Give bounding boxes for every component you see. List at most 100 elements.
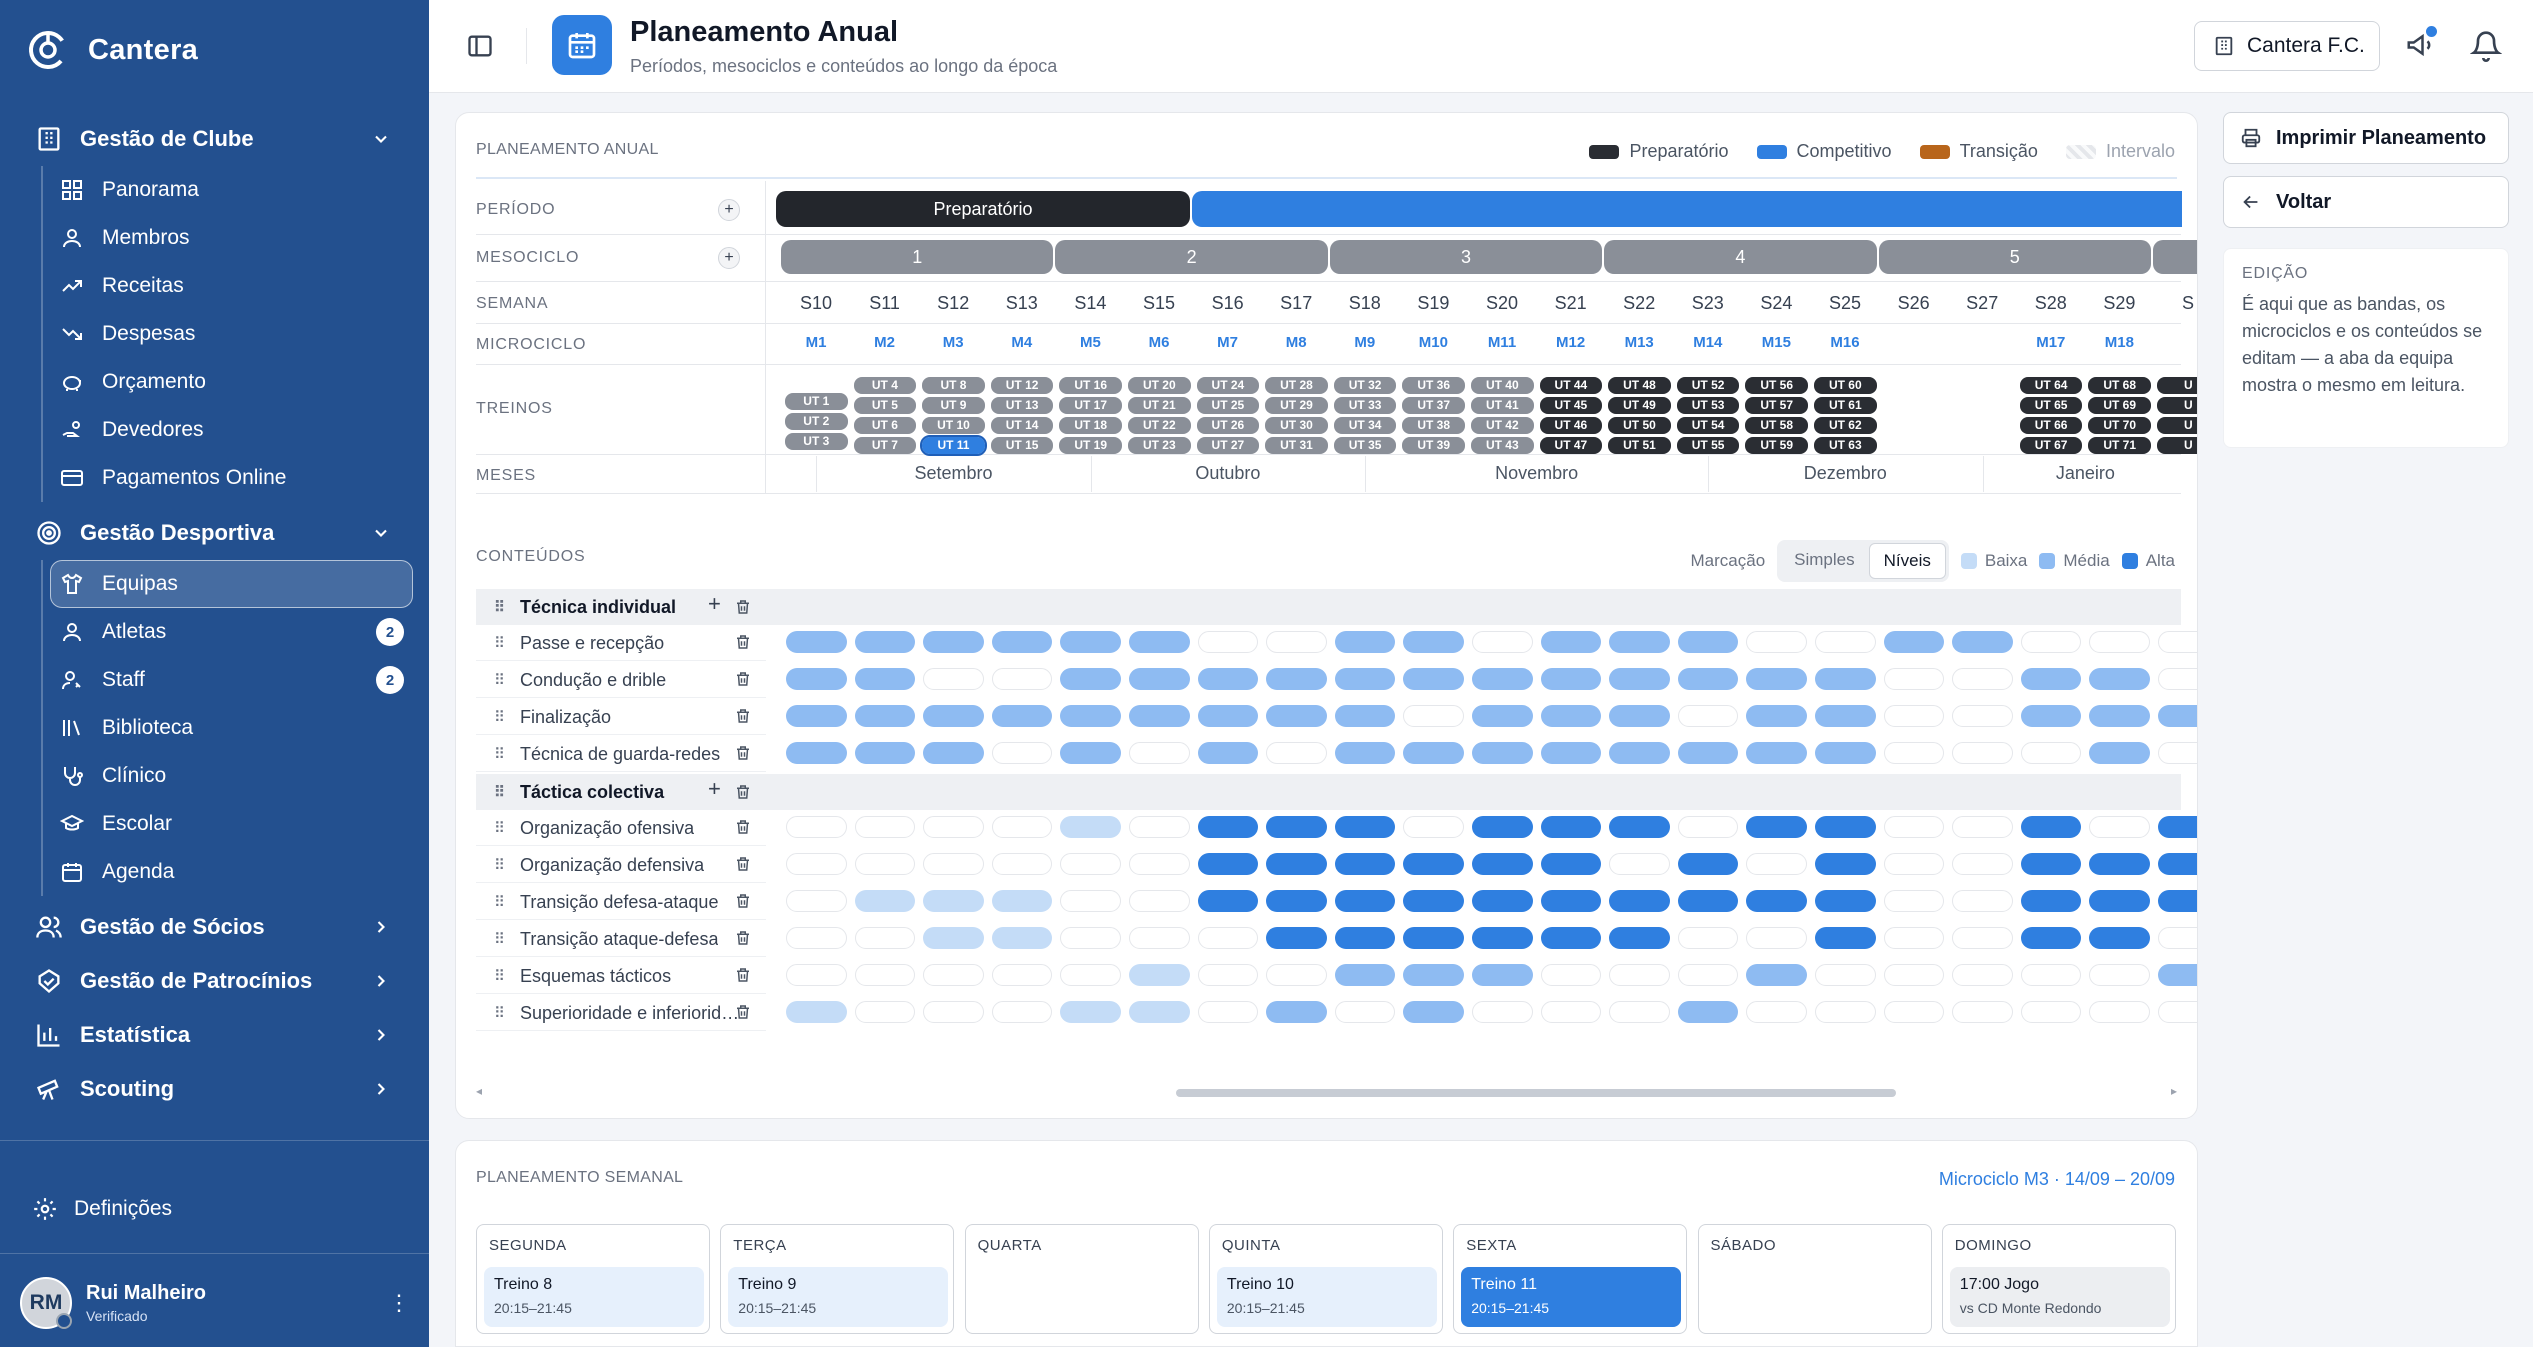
- content-cell[interactable]: [1129, 1001, 1190, 1023]
- training-unit-chip[interactable]: UT 10: [922, 417, 985, 434]
- training-unit-chip[interactable]: UT 32: [1333, 377, 1397, 394]
- content-cell[interactable]: [2020, 964, 2082, 986]
- content-cell[interactable]: [854, 631, 916, 653]
- content-cell[interactable]: [1334, 705, 1396, 727]
- content-cell[interactable]: [1334, 1001, 1396, 1023]
- content-cell[interactable]: [1609, 631, 1670, 653]
- training-unit-chip[interactable]: UT 13: [990, 397, 1054, 414]
- microcycle-label[interactable]: M8: [1285, 334, 1307, 351]
- sidebar-item-orcamento[interactable]: Orçamento: [43, 358, 429, 406]
- content-cell[interactable]: [786, 631, 847, 653]
- content-cell[interactable]: [923, 631, 984, 653]
- content-cell[interactable]: [1609, 705, 1670, 727]
- content-cell[interactable]: [1952, 1001, 2013, 1023]
- content-cell[interactable]: [1883, 742, 1945, 764]
- day-column[interactable]: SEXTA Treino 11 20:15–21:45: [1453, 1224, 1688, 1334]
- content-cell[interactable]: [1472, 927, 1533, 949]
- training-unit-chip[interactable]: UT 64: [2019, 377, 2083, 394]
- content-cell[interactable]: [1540, 631, 1602, 653]
- microcycle-label[interactable]: M6: [1148, 334, 1170, 351]
- training-unit-chip[interactable]: UT 4: [853, 377, 917, 394]
- training-unit-chip[interactable]: U: [2157, 397, 2197, 414]
- day-column[interactable]: DOMINGO 17:00 Jogo vs CD Monte Redondo: [1941, 1224, 2176, 1334]
- content-cell[interactable]: [2089, 927, 2150, 949]
- content-cell[interactable]: [1403, 890, 1464, 912]
- add-content-button[interactable]: +: [708, 591, 721, 616]
- drag-handle-icon[interactable]: ⠿: [494, 634, 505, 652]
- content-cell[interactable]: [786, 853, 847, 875]
- trash-icon[interactable]: [734, 598, 752, 618]
- training-unit-chip[interactable]: U: [2157, 437, 2197, 454]
- content-cell[interactable]: [1677, 964, 1739, 986]
- sidebar-item-staff[interactable]: Staff 2: [43, 656, 429, 704]
- content-cell[interactable]: [1266, 853, 1327, 875]
- training-unit-chip[interactable]: UT 9: [922, 397, 985, 414]
- content-cell[interactable]: [923, 742, 984, 764]
- add-period-button[interactable]: +: [718, 199, 740, 221]
- content-cell[interactable]: [2158, 816, 2197, 838]
- training-unit-chip[interactable]: UT 2: [785, 413, 848, 430]
- training-unit-chip[interactable]: UT 67: [2019, 437, 2083, 454]
- calendar-event[interactable]: Treino 9 20:15–21:45: [728, 1267, 949, 1327]
- calendar-event[interactable]: 17:00 Jogo vs CD Monte Redondo: [1949, 1267, 2170, 1327]
- drag-handle-icon[interactable]: ⠿: [494, 893, 505, 911]
- content-cell[interactable]: [1403, 631, 1464, 653]
- content-cell[interactable]: [786, 964, 847, 986]
- content-cell[interactable]: [1609, 816, 1670, 838]
- training-unit-chip[interactable]: UT 19: [1059, 437, 1122, 454]
- content-cell[interactable]: [1746, 853, 1807, 875]
- content-cell[interactable]: [2158, 705, 2197, 727]
- content-cell[interactable]: [991, 890, 1053, 912]
- content-cell[interactable]: [1815, 705, 1876, 727]
- calendar-event[interactable]: Treino 11 20:15–21:45: [1461, 1267, 1682, 1327]
- add-content-button[interactable]: +: [708, 776, 721, 801]
- microcycle-label[interactable]: M17: [2036, 334, 2066, 351]
- training-unit-chip[interactable]: UT 15: [990, 437, 1054, 454]
- content-cell[interactable]: [1197, 853, 1259, 875]
- content-item-label[interactable]: ⠿ Esquemas tácticos: [476, 958, 766, 994]
- nav-section-gestao-patrocinios[interactable]: Gestão de Patrocínios: [0, 954, 429, 1008]
- content-cell[interactable]: [1403, 742, 1464, 764]
- training-unit-chip[interactable]: UT 68: [2088, 377, 2151, 394]
- sidebar-toggle-icon[interactable]: [466, 32, 494, 60]
- microcycle-link[interactable]: Microciclo M3 · 14/09 – 20/09: [1938, 1169, 2175, 1189]
- training-unit-chip[interactable]: UT 49: [1608, 397, 1671, 414]
- content-cell[interactable]: [991, 742, 1053, 764]
- content-cell[interactable]: [1746, 890, 1807, 912]
- day-column[interactable]: SEGUNDA Treino 8 20:15–21:45: [476, 1224, 710, 1334]
- content-cell[interactable]: [1815, 816, 1876, 838]
- content-cell[interactable]: [1197, 890, 1259, 912]
- sidebar-item-clinico[interactable]: Clínico: [43, 752, 429, 800]
- content-cell[interactable]: [1746, 927, 1807, 949]
- training-unit-chip[interactable]: UT 23: [1128, 437, 1191, 454]
- content-cell[interactable]: [2020, 853, 2082, 875]
- training-unit-chip[interactable]: UT 59: [1745, 437, 1808, 454]
- mesocycle-band[interactable]: 4: [1604, 240, 1877, 274]
- training-unit-chip[interactable]: UT 25: [1196, 397, 1260, 414]
- training-unit-chip[interactable]: UT 40: [1471, 377, 1534, 394]
- content-cell[interactable]: [1334, 890, 1396, 912]
- training-unit-chip[interactable]: UT 35: [1333, 437, 1397, 454]
- training-unit-chip[interactable]: UT 16: [1059, 377, 1122, 394]
- content-cell[interactable]: [2020, 890, 2082, 912]
- content-group-label[interactable]: ⠿ Táctica colectiva: [476, 774, 664, 810]
- training-unit-chip[interactable]: UT 20: [1128, 377, 1191, 394]
- content-cell[interactable]: [2158, 853, 2197, 875]
- content-cell[interactable]: [1746, 816, 1807, 838]
- announcements-button[interactable]: [2405, 26, 2437, 62]
- content-cell[interactable]: [1266, 890, 1327, 912]
- content-cell[interactable]: [1952, 816, 2013, 838]
- training-unit-chip[interactable]: UT 70: [2088, 417, 2151, 434]
- content-cell[interactable]: [1540, 816, 1602, 838]
- training-unit-chip[interactable]: UT 50: [1608, 417, 1671, 434]
- content-cell[interactable]: [1266, 631, 1327, 653]
- sidebar-item-despesas[interactable]: Despesas: [43, 310, 429, 358]
- more-options-icon[interactable]: ⋮: [388, 1290, 410, 1315]
- microcycle-label[interactable]: M18: [2104, 334, 2134, 351]
- content-cell[interactable]: [923, 964, 984, 986]
- content-cell[interactable]: [1677, 631, 1739, 653]
- content-cell[interactable]: [1129, 890, 1190, 912]
- content-cell[interactable]: [1334, 927, 1396, 949]
- content-cell[interactable]: [2020, 816, 2082, 838]
- content-cell[interactable]: [1472, 631, 1533, 653]
